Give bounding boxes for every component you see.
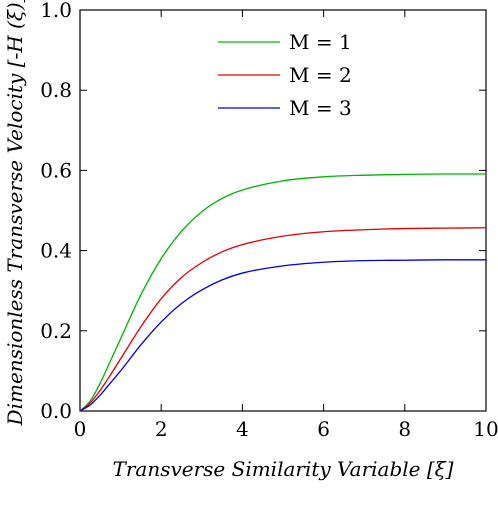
y-axis-title: Dimensionless Transverse Velocity [-H (ξ… <box>3 0 27 426</box>
series-line-m3 <box>79 259 486 412</box>
x-axis-title: Transverse Similarity Variable [ξ] <box>113 457 454 481</box>
plot-frame <box>79 9 487 412</box>
y-tick-label: 0.4 <box>40 239 72 263</box>
x-tick-label: 0 <box>74 417 87 441</box>
x-tick-label: 4 <box>236 417 249 441</box>
series-layer <box>79 173 487 412</box>
series-line-m2 <box>79 227 487 412</box>
y-tick-label: 0.0 <box>40 399 72 423</box>
y-tick-label: 0.6 <box>40 158 72 182</box>
x-tick-label: 8 <box>398 417 411 441</box>
legend-label-m3: M = 3 <box>289 96 352 120</box>
x-tick-label: 10 <box>473 417 498 441</box>
legend-label-m2: M = 2 <box>289 63 352 87</box>
legend-label-m1: M = 1 <box>289 30 352 54</box>
plot-area <box>79 9 487 412</box>
axis-ticks: 0 2 4 6 8 10 0.0 0.2 0.4 0.6 0.8 1.0 <box>40 0 498 441</box>
legend: M = 1 M = 2 M = 3 <box>218 30 352 120</box>
y-tick-label: 0.8 <box>40 78 72 102</box>
y-tick-label: 0.2 <box>40 319 72 343</box>
series-line-m1 <box>79 173 486 412</box>
x-tick-label: 6 <box>317 417 330 441</box>
y-tick-label: 1.0 <box>40 0 72 22</box>
x-tick-label: 2 <box>155 417 168 441</box>
